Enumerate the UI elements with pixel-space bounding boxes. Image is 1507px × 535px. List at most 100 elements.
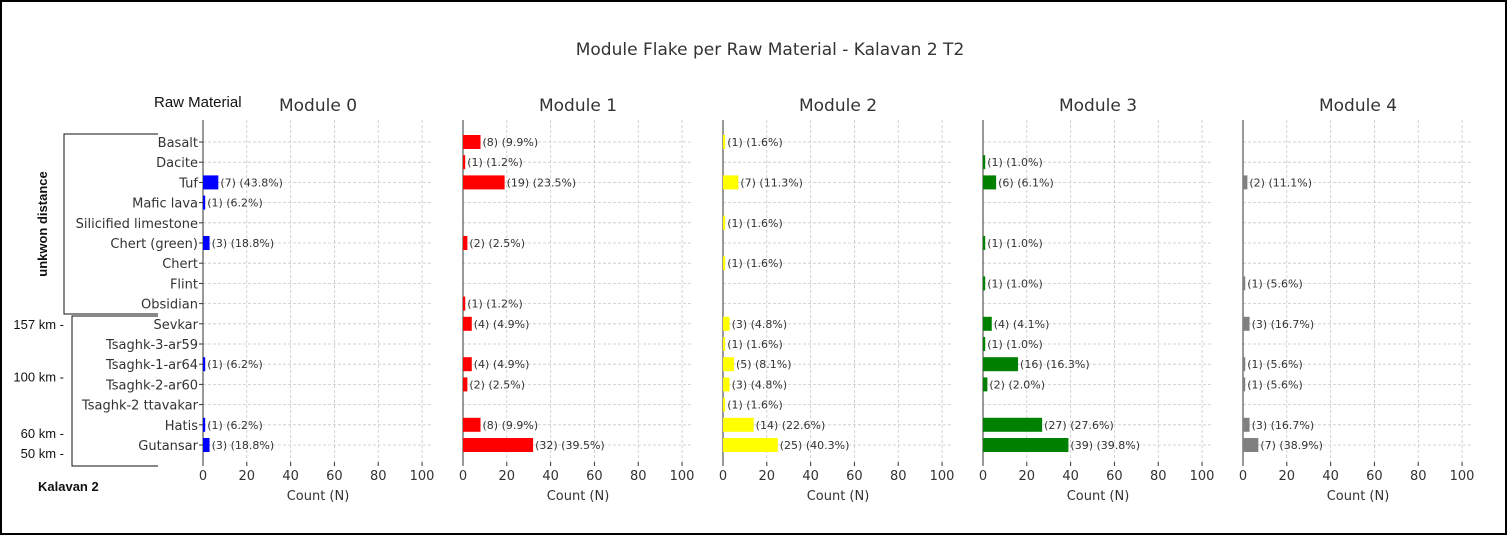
x-tick-label: 40 bbox=[542, 469, 559, 484]
bar bbox=[203, 175, 219, 190]
bar-data-label: (5) (8.1%) bbox=[736, 358, 792, 371]
x-tick-label: 100 bbox=[1450, 469, 1475, 484]
x-tick-label: 0 bbox=[979, 469, 987, 484]
distance-mark: 100 km - bbox=[13, 369, 64, 384]
x-tick-label: 20 bbox=[239, 469, 256, 484]
panel-title: Module 0 bbox=[279, 96, 357, 116]
bar bbox=[1243, 276, 1246, 291]
bar-data-label: (3) (16.7%) bbox=[1252, 318, 1315, 331]
x-tick-label: 100 bbox=[1190, 469, 1215, 484]
bar-data-label: (1) (1.2%) bbox=[467, 298, 523, 311]
panel-title: Module 2 bbox=[799, 96, 877, 116]
bar-data-label: (1) (6.2%) bbox=[207, 419, 263, 432]
bar-data-label: (6) (6.1%) bbox=[998, 176, 1054, 189]
category-label: Basalt bbox=[158, 136, 198, 151]
x-tick-label: 40 bbox=[282, 469, 299, 484]
bar-data-label: (14) (22.6%) bbox=[756, 419, 826, 432]
bar bbox=[723, 316, 730, 331]
bar-data-label: (4) (4.9%) bbox=[474, 358, 530, 371]
bar-data-label: (7) (11.3%) bbox=[740, 176, 803, 189]
group-label-kalavan: Kalavan 2 bbox=[38, 479, 99, 494]
x-tick-label: 0 bbox=[719, 469, 727, 484]
bar-data-label: (1) (1.6%) bbox=[727, 136, 783, 149]
bar-data-label: (2) (2.5%) bbox=[469, 378, 525, 391]
bar-data-label: (3) (18.8%) bbox=[212, 439, 275, 452]
bar bbox=[983, 175, 997, 190]
bar-data-label: (4) (4.9%) bbox=[474, 318, 530, 331]
bar bbox=[463, 296, 466, 311]
bar bbox=[463, 155, 466, 170]
bar-data-label: (1) (5.6%) bbox=[1247, 277, 1303, 290]
x-tick-label: 20 bbox=[499, 469, 516, 484]
category-label: Sevkar bbox=[153, 318, 198, 333]
bar bbox=[203, 417, 206, 432]
bar bbox=[463, 175, 505, 190]
bar-data-label: (2) (2.5%) bbox=[469, 237, 525, 250]
bar-data-label: (1) (5.6%) bbox=[1247, 378, 1303, 391]
x-tick-label: 60 bbox=[586, 469, 603, 484]
bar-data-label: (1) (6.2%) bbox=[207, 358, 263, 371]
bar-data-label: (8) (9.9%) bbox=[483, 419, 539, 432]
category-label: Dacite bbox=[156, 156, 198, 171]
x-tick-label: 60 bbox=[1106, 469, 1123, 484]
bar bbox=[1243, 417, 1250, 432]
bracket-kalavan bbox=[71, 315, 158, 467]
bar-data-label: (1) (5.6%) bbox=[1247, 358, 1303, 371]
bar bbox=[463, 316, 472, 331]
bar-data-label: (3) (18.8%) bbox=[212, 237, 275, 250]
x-tick-label: 100 bbox=[930, 469, 955, 484]
x-axis-label: Count (N) bbox=[287, 489, 350, 504]
x-tick-label: 80 bbox=[630, 469, 647, 484]
bar bbox=[723, 357, 734, 372]
panel-title: Module 1 bbox=[539, 96, 617, 116]
bar bbox=[983, 337, 986, 351]
category-label: Tuf bbox=[178, 176, 198, 191]
x-axis-label: Count (N) bbox=[807, 489, 870, 504]
bar bbox=[983, 236, 986, 250]
x-tick-label: 100 bbox=[670, 469, 695, 484]
category-label: Flint bbox=[170, 277, 198, 292]
x-tick-label: 60 bbox=[1366, 469, 1383, 484]
bar-data-label: (1) (1.2%) bbox=[467, 156, 523, 169]
bar bbox=[983, 357, 1019, 372]
x-tick-label: 60 bbox=[846, 469, 863, 484]
bar bbox=[203, 438, 210, 452]
bar bbox=[723, 337, 726, 351]
bar bbox=[983, 316, 992, 331]
x-axis-label: Count (N) bbox=[547, 489, 610, 504]
x-tick-label: 40 bbox=[1322, 469, 1339, 484]
bar-data-label: (3) (4.8%) bbox=[732, 378, 788, 391]
bar-data-label: (2) (2.0%) bbox=[989, 378, 1045, 391]
distance-mark: 60 km - bbox=[21, 426, 64, 441]
annotations: unkwon distance Kalavan 2 157 km - 100 km -… bbox=[13, 133, 158, 494]
bar-data-label: (16) (16.3%) bbox=[1020, 358, 1090, 371]
category-label: Obsidian bbox=[141, 298, 198, 313]
x-tick-label: 20 bbox=[1019, 469, 1036, 484]
x-tick-label: 20 bbox=[1279, 469, 1296, 484]
x-axis-label: Count (N) bbox=[1067, 489, 1130, 504]
bar-data-label: (1) (1.6%) bbox=[727, 399, 783, 412]
bar bbox=[723, 417, 754, 432]
bar-data-label: (1) (1.6%) bbox=[727, 338, 783, 351]
bar bbox=[723, 256, 726, 271]
bar bbox=[1243, 377, 1246, 392]
x-tick-label: 80 bbox=[1150, 469, 1167, 484]
panel-title: Module 3 bbox=[1059, 96, 1137, 116]
bar-data-label: (3) (4.8%) bbox=[732, 318, 788, 331]
x-tick-label: 40 bbox=[1062, 469, 1079, 484]
bar bbox=[1243, 175, 1248, 190]
bar bbox=[983, 155, 986, 170]
bar-data-label: (7) (38.9%) bbox=[1260, 439, 1323, 452]
bar bbox=[1243, 316, 1250, 331]
panel-4: Module 4 0 20 40 60 80 100 (2) (11.1%) (1) (5.6%… bbox=[1239, 96, 1475, 504]
category-label: Tsaghk-1-ar64 bbox=[105, 358, 198, 373]
bar bbox=[463, 438, 534, 452]
bar-data-label: (1) (1.0%) bbox=[987, 277, 1043, 290]
bar bbox=[203, 195, 206, 210]
category-label: Silicified limestone bbox=[76, 217, 198, 232]
bar-data-label: (39) (39.8%) bbox=[1070, 439, 1140, 452]
bar-data-label: (1) (6.2%) bbox=[207, 197, 263, 210]
bar-data-label: (1) (1.6%) bbox=[727, 217, 783, 230]
bar-data-label: (2) (11.1%) bbox=[1249, 176, 1312, 189]
category-label: Tsaghk-2-ar60 bbox=[105, 378, 198, 393]
